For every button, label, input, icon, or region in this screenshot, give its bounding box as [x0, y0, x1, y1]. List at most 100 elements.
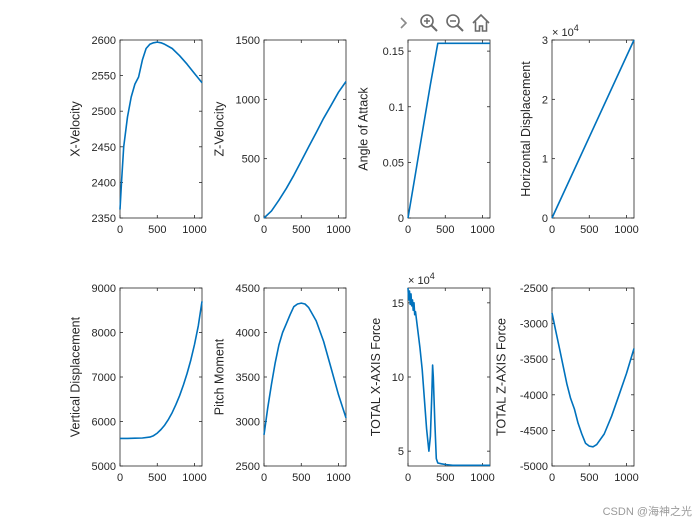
y-axis-label: Angle of Attack	[357, 87, 371, 171]
axes-box	[407, 39, 491, 219]
x-tick-label: 0	[549, 224, 555, 236]
y-tick-label: 0	[398, 213, 404, 225]
x-tick-label: 0	[549, 472, 555, 484]
axis-exponent-power: 4	[430, 271, 435, 281]
y-tick-label: 2450	[92, 142, 116, 154]
y-tick-label: 3	[542, 35, 548, 47]
y-tick-label: 4000	[236, 328, 260, 340]
subplot-1[interactable]: 0 500 1000 2350 2400 2450 2500 2550 2600 X-Veloci…	[69, 35, 207, 236]
x-tick-label: 0	[261, 224, 267, 236]
y-tick-label: 1	[542, 154, 548, 166]
axis-exponent: × 104	[552, 23, 579, 39]
y-tick-label: 7000	[92, 372, 116, 384]
zoom-in-icon[interactable]	[418, 12, 440, 34]
subplot-2[interactable]: 0 500 1000 0 500 1000 1500 Z-Velocity	[213, 35, 351, 236]
y-axis-label: Horizontal Displacement	[519, 61, 533, 197]
y-axis-label: Pitch Moment	[213, 338, 227, 415]
subplot-7[interactable]: 0 500 1000 5 10 15 TOTAL X-AXIS Force × 104	[369, 271, 495, 484]
x-tick-label: 500	[580, 224, 598, 236]
y-tick-label: 500	[242, 154, 260, 166]
subplot-6[interactable]: 0 500 1000 2500 3000 3500 4000 4500 Pitch Moment	[213, 283, 351, 484]
y-tick-label: 1500	[236, 35, 260, 47]
axes-box	[407, 287, 491, 467]
y-tick-label: 2350	[92, 213, 116, 225]
y-tick-label: -5000	[520, 461, 548, 473]
x-tick-label: 500	[436, 472, 454, 484]
y-tick-label: 2500	[92, 106, 116, 118]
y-tick-label: 0.1	[389, 102, 404, 114]
y-axis-label: X-Velocity	[69, 100, 83, 156]
x-tick-label: 1000	[470, 472, 494, 484]
y-tick-label: 3000	[236, 417, 260, 429]
y-tick-label: 2500	[236, 461, 260, 473]
y-tick-label: 3500	[236, 372, 260, 384]
data-series-line	[551, 39, 635, 219]
y-tick-label: 1000	[236, 94, 260, 106]
data-series-line	[263, 302, 347, 436]
x-tick-label: 0	[405, 472, 411, 484]
data-series-line	[551, 312, 635, 448]
data-series-line	[119, 41, 203, 210]
y-tick-label: -3500	[520, 354, 548, 366]
y-tick-label: 0	[254, 213, 260, 225]
y-tick-label: -4500	[520, 425, 548, 437]
axes-box	[551, 287, 635, 467]
y-tick-label: 6000	[92, 417, 116, 429]
x-tick-label: 500	[436, 224, 454, 236]
y-axis-label: Vertical Displacement	[69, 316, 83, 437]
x-tick-label: 1000	[182, 472, 206, 484]
x-tick-label: 1000	[614, 472, 638, 484]
y-tick-label: -3000	[520, 319, 548, 331]
y-tick-label: 4500	[236, 283, 260, 295]
y-tick-label: 5	[398, 446, 404, 458]
axis-exponent-power: 4	[574, 23, 579, 33]
y-tick-label: 2600	[92, 35, 116, 47]
axes-toolbar	[392, 12, 492, 34]
y-tick-label: 8000	[92, 328, 116, 340]
subplot-5[interactable]: 0 500 1000 5000 6000 7000 8000 9000 Vertical Dis…	[69, 283, 207, 484]
x-tick-label: 1000	[326, 224, 350, 236]
data-series-line	[407, 287, 490, 467]
y-tick-label: -2500	[520, 283, 548, 295]
x-tick-label: 1000	[182, 224, 206, 236]
zoom-out-icon[interactable]	[444, 12, 466, 34]
chevron-right-icon[interactable]	[392, 12, 414, 34]
y-tick-label: 0.15	[383, 46, 404, 58]
x-tick-label: 500	[292, 472, 310, 484]
x-tick-label: 1000	[614, 224, 638, 236]
x-tick-label: 500	[148, 472, 166, 484]
watermark: CSDN @海神之光	[602, 506, 692, 518]
y-tick-label: 2400	[92, 177, 116, 189]
y-tick-label: 5000	[92, 461, 116, 473]
x-tick-label: 1000	[470, 224, 494, 236]
subplot-8[interactable]: 0 500 1000 -5000 -4500 -4000 -3500 -3000 -2500 TO…	[495, 283, 639, 484]
y-tick-label: 15	[392, 298, 404, 310]
x-tick-label: 500	[148, 224, 166, 236]
y-axis-label: Z-Velocity	[213, 101, 227, 157]
y-tick-label: 2550	[92, 71, 116, 83]
y-axis-label: TOTAL Z-AXIS Force	[495, 318, 509, 436]
data-series-line	[407, 42, 490, 219]
x-tick-label: 0	[261, 472, 267, 484]
subplot-4[interactable]: 0 500 1000 0 1 2 3 Horizontal Displacement × 104	[519, 23, 639, 236]
data-series-line	[120, 301, 203, 440]
y-tick-label: 10	[392, 372, 404, 384]
y-tick-label: 2	[542, 94, 548, 106]
x-tick-label: 0	[117, 472, 123, 484]
subplot-3[interactable]: 0 500 1000 0 0.05 0.1 0.15 Angle of Attack	[357, 39, 495, 236]
axes-box	[119, 39, 203, 219]
x-tick-label: 0	[117, 224, 123, 236]
x-tick-label: 1000	[326, 472, 350, 484]
axes-box	[263, 39, 347, 219]
y-tick-label: 9000	[92, 283, 116, 295]
axis-exponent: × 104	[408, 271, 435, 287]
x-tick-label: 500	[580, 472, 598, 484]
axes-box	[263, 287, 347, 467]
axes-box	[119, 287, 203, 467]
data-series-line	[263, 81, 347, 219]
y-axis-label: TOTAL X-AXIS Force	[369, 318, 383, 437]
y-tick-label: 0.05	[383, 157, 404, 169]
home-icon[interactable]	[470, 12, 492, 34]
x-tick-label: 0	[405, 224, 411, 236]
